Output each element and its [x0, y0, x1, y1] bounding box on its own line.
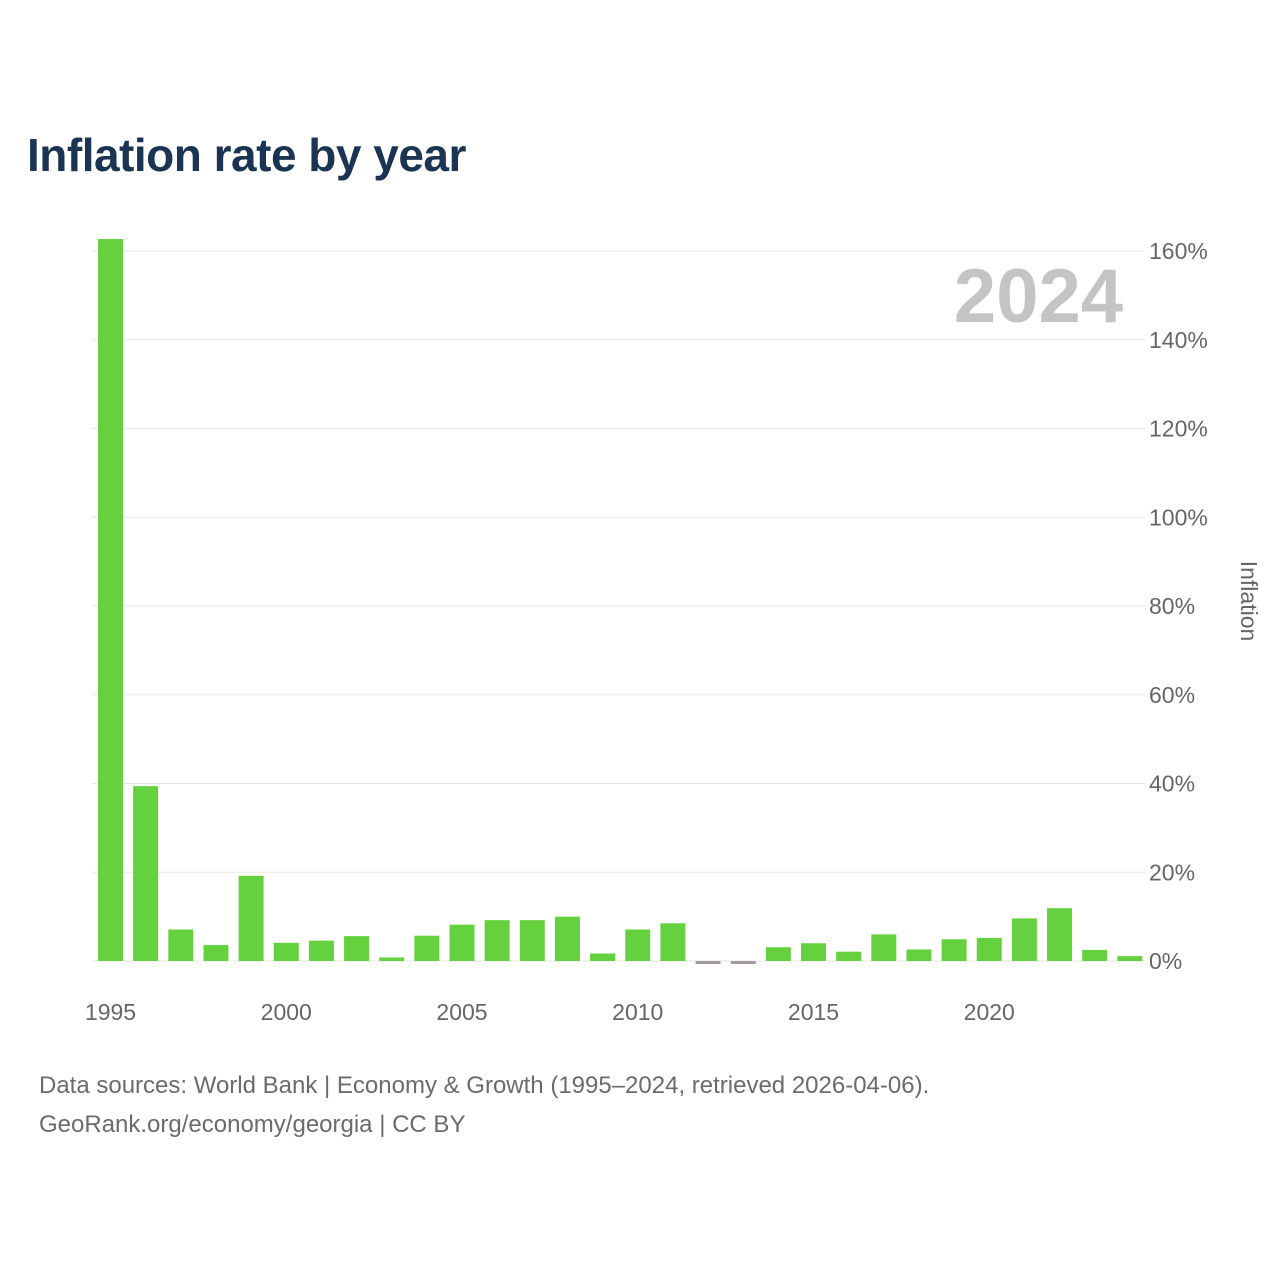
bar-2002	[344, 936, 370, 961]
bar-2018	[906, 949, 932, 961]
bar-2015	[801, 943, 826, 961]
footer-sources: Data sources: World Bank | Economy & Gro…	[39, 1072, 930, 1099]
y-tick-label: 80%	[1149, 593, 1195, 619]
bar-1999	[238, 875, 264, 961]
y-tick-label: 140%	[1149, 327, 1208, 353]
x-tick-label: 2020	[964, 999, 1015, 1025]
bar-2005	[449, 924, 475, 961]
bar-2000	[273, 942, 299, 961]
bar-2020	[976, 937, 1002, 961]
footer-attribution: GeoRank.org/economy/georgia | CC BY	[39, 1111, 466, 1138]
bar-layer	[98, 239, 1143, 964]
bar-2003	[379, 957, 405, 961]
bar-2012	[695, 961, 721, 964]
bar-2023	[1082, 949, 1108, 961]
bar-2011	[660, 923, 686, 961]
x-tick-label: 2015	[788, 999, 839, 1025]
bar-2014	[765, 947, 791, 961]
x-axis: 1995 2000 2005 2010 2015 2020	[85, 999, 1015, 1025]
chart-title: Inflation rate by year	[27, 129, 466, 181]
y-axis: 0% 20% 40% 60% 80% 100% 120% 140% 160%	[1149, 238, 1208, 974]
bar-2010	[625, 929, 651, 961]
bar-2017	[871, 934, 897, 962]
bar-2019	[941, 939, 967, 961]
bar-1997	[168, 929, 194, 961]
x-tick-label: 2010	[612, 999, 663, 1025]
y-tick-label: 20%	[1149, 859, 1195, 885]
bar-2006	[484, 920, 510, 961]
bar-2022	[1047, 908, 1073, 961]
bar-2024	[1117, 956, 1143, 961]
x-tick-label: 2000	[261, 999, 312, 1025]
bar-2001	[308, 940, 334, 961]
y-tick-label: 40%	[1149, 771, 1195, 797]
y-tick-label: 120%	[1149, 416, 1208, 442]
y-tick-label: 60%	[1149, 682, 1195, 708]
bar-2007	[519, 920, 545, 961]
y-tick-label: 160%	[1149, 238, 1208, 264]
bar-2013	[730, 961, 756, 964]
bar-2009	[590, 953, 616, 961]
bar-1996	[133, 786, 159, 961]
year-watermark: 2024	[954, 254, 1123, 339]
bar-2004	[414, 935, 440, 961]
x-tick-label: 1995	[85, 999, 136, 1025]
y-tick-label: 0%	[1149, 948, 1182, 974]
bar-2008	[554, 916, 580, 962]
bar-2021	[1011, 918, 1037, 961]
bar-2016	[836, 951, 862, 961]
y-tick-label: 100%	[1149, 504, 1208, 530]
y-axis-label: Inflation	[1236, 561, 1262, 642]
x-tick-label: 2005	[436, 999, 487, 1025]
footer: Data sources: World Bank | Economy & Gro…	[39, 1066, 929, 1144]
bar-1995	[98, 239, 123, 961]
bar-1998	[203, 945, 229, 961]
grid-layer	[92, 250, 1145, 962]
